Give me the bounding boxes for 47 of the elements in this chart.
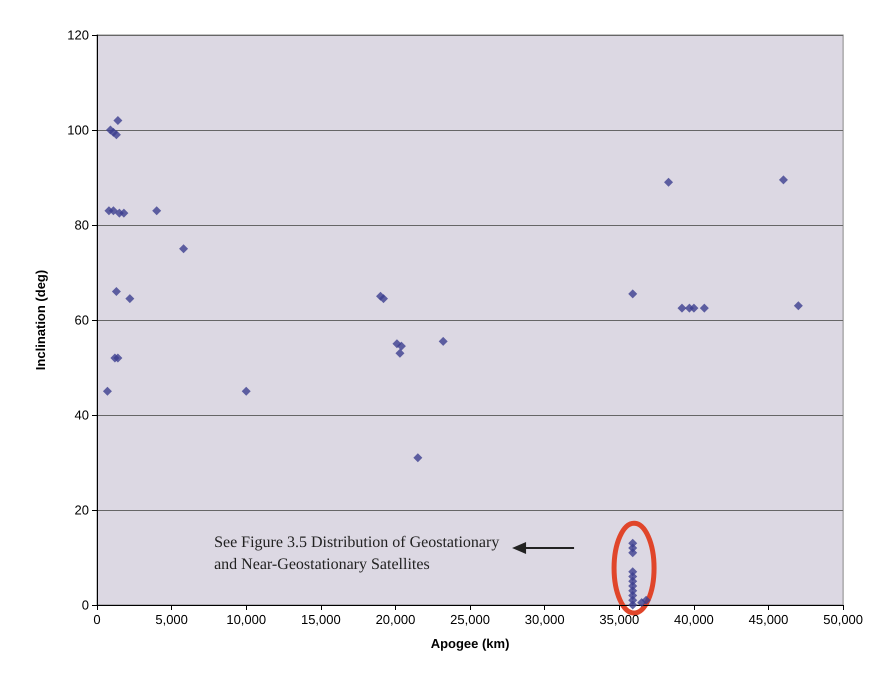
point — [125, 294, 134, 304]
y-axis-title: Inclination (deg) — [33, 270, 48, 370]
x-tick-label: 0 — [93, 612, 101, 627]
point — [379, 294, 388, 304]
point — [102, 386, 112, 396]
point — [664, 178, 674, 187]
annotation: See Figure 3.5 Distribution of Geostationary and Near-Geostationary Satellites — [214, 534, 504, 573]
x-tick-label: 45,000 — [748, 612, 788, 627]
point — [778, 175, 788, 184]
x-tick-label: 30,000 — [524, 612, 565, 627]
x-tick-label: 35,000 — [599, 612, 640, 627]
y-tick-label: 40 — [74, 408, 89, 422]
point — [152, 206, 162, 216]
y-tick-label: 80 — [74, 218, 89, 232]
point — [108, 206, 118, 216]
point — [112, 130, 121, 140]
x-tick-label: 25,000 — [450, 612, 490, 627]
point — [628, 548, 638, 558]
point — [794, 301, 803, 310]
y-tick-label: 0 — [82, 598, 89, 612]
y-tick-label: 60 — [74, 312, 89, 328]
point — [628, 600, 638, 610]
point — [413, 453, 422, 462]
point — [677, 304, 686, 313]
x-tick-label: 5,000 — [155, 612, 188, 627]
point — [242, 386, 251, 396]
x-tick-label: 10,000 — [226, 612, 266, 627]
point — [113, 354, 122, 362]
point — [119, 208, 128, 218]
y-tick-label: 120 — [67, 28, 89, 42]
x-tick-label: 40,000 — [674, 612, 714, 627]
point — [628, 289, 638, 298]
point — [395, 348, 404, 358]
point — [112, 287, 121, 296]
point — [689, 304, 698, 313]
point — [438, 336, 448, 346]
point — [113, 116, 122, 125]
point — [396, 342, 406, 351]
x-tick-label: 15,000 — [300, 612, 341, 627]
point — [637, 598, 646, 608]
x-tick-label: 20,000 — [376, 612, 416, 627]
point — [700, 304, 709, 313]
y-tick-label: 100 — [67, 122, 89, 138]
y-tick-label: 20 — [74, 502, 89, 518]
point — [179, 244, 188, 254]
x-tick-label: 50,000 — [823, 612, 863, 627]
x-axis-title: Apogee (km) — [430, 636, 510, 651]
